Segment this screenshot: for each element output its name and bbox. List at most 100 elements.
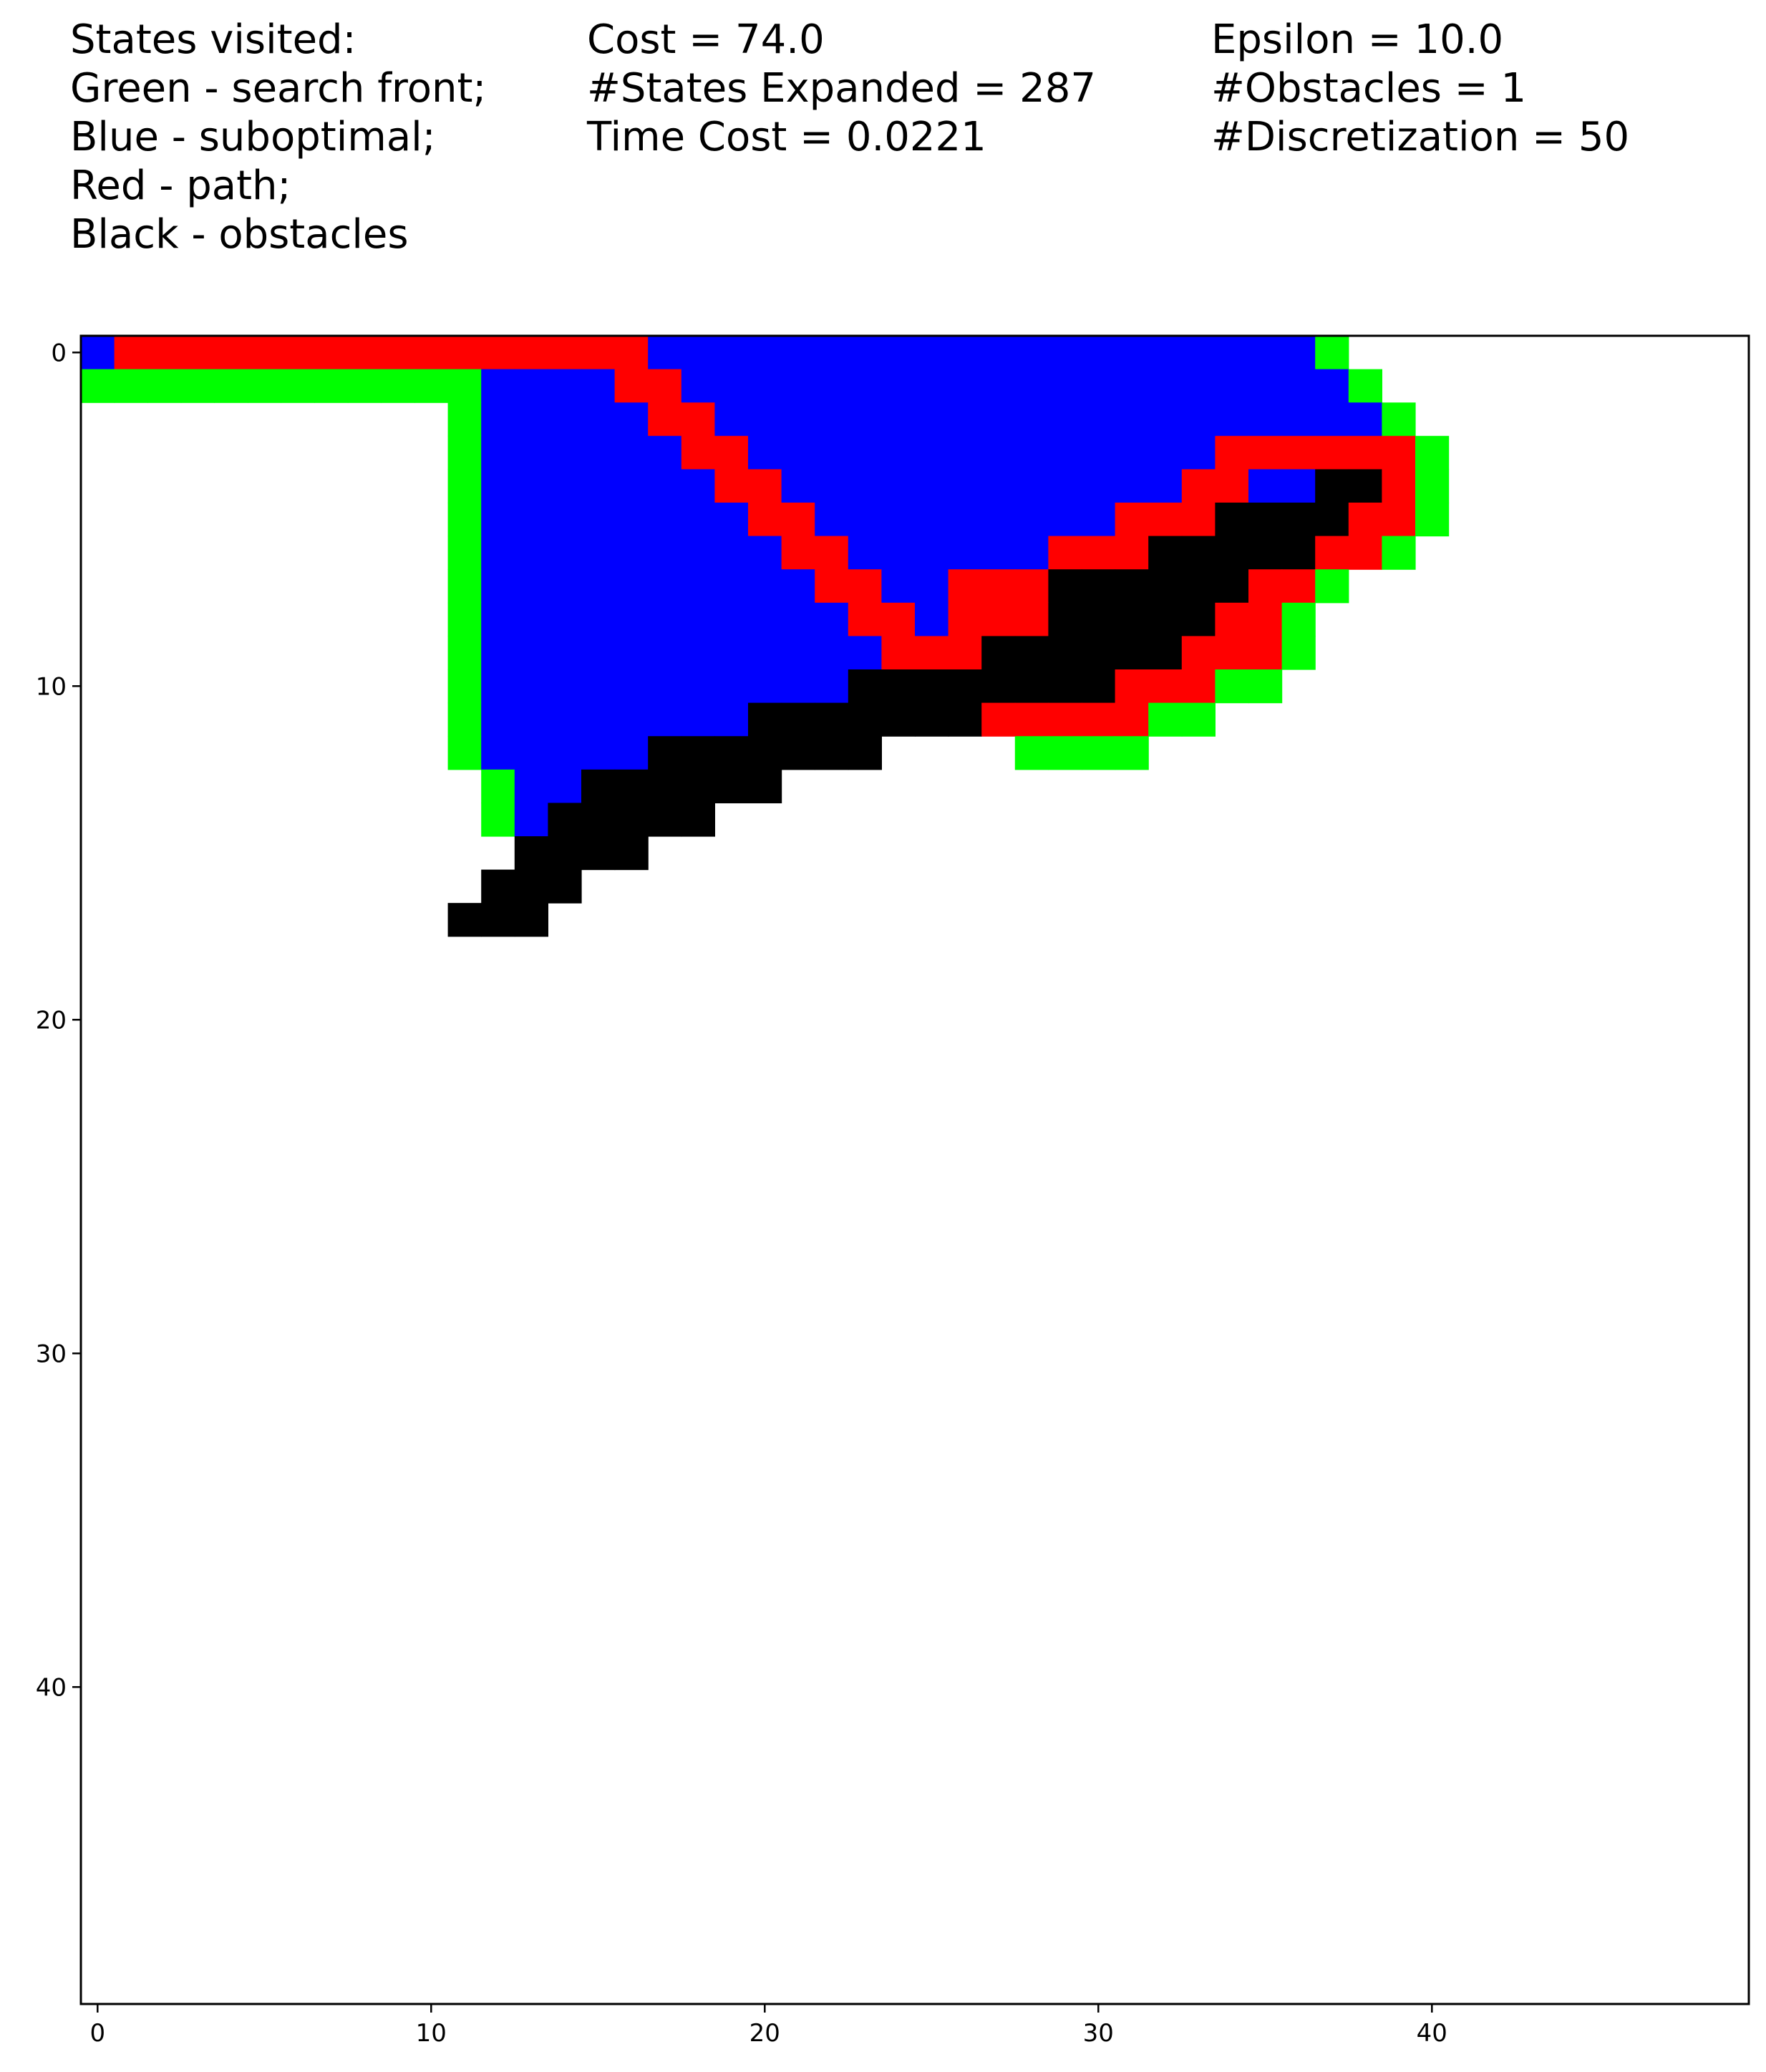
suboptimal-cell [548,536,582,570]
obstacle-cell [1315,503,1349,537]
suboptimal-cell [614,503,649,537]
obstacle-cell [881,702,916,737]
path-cell [1248,636,1283,670]
suboptimal-cell [881,402,916,437]
search-front-cell [1082,736,1116,770]
obstacle-cell [1014,669,1049,704]
search-front-cell [481,769,515,803]
path-cell [281,336,315,370]
suboptimal-cell [981,402,1016,437]
suboptimal-cell [1048,402,1082,437]
suboptimal-cell [1281,369,1316,403]
suboptimal-cell [614,569,649,604]
search-front-cell [1115,736,1149,770]
suboptimal-cell [1082,336,1116,370]
suboptimal-cell [614,536,649,570]
suboptimal-cell [614,402,649,437]
suboptimal-cell [714,636,749,670]
suboptimal-cell [481,669,515,704]
obstacle-cell [648,736,682,770]
obstacle-cell [815,736,849,770]
path-cell [1082,702,1116,737]
suboptimal-cell [1048,503,1082,537]
stat-line: Cost = 74.0 [587,16,825,63]
y-tick-label: 20 [36,1006,67,1035]
obstacle-cell [614,769,649,803]
search-front-cell [1415,503,1450,537]
obstacle-cell [981,669,1016,704]
path-cell [1082,536,1116,570]
suboptimal-cell [514,469,548,503]
suboptimal-cell [1281,336,1316,370]
suboptimal-cell [481,702,515,737]
x-tick-label: 0 [89,2019,105,2048]
path-cell [548,336,582,370]
path-cell [1215,602,1249,636]
suboptimal-cell [581,503,616,537]
suboptimal-cell [581,602,616,636]
suboptimal-cell [1048,369,1082,403]
suboptimal-cell [848,536,882,570]
suboptimal-cell [748,569,782,604]
suboptimal-cell [1014,402,1049,437]
search-front-cell [214,369,248,403]
search-front-cell [1415,435,1450,470]
suboptimal-cell [581,569,616,604]
path-cell [447,336,482,370]
legend-line: Red - path; [70,163,291,209]
stats-text-block: Cost = 74.0 #States Expanded = 287 Time … [587,16,1096,162]
suboptimal-cell [1014,369,1049,403]
suboptimal-cell [548,469,582,503]
suboptimal-cell [714,503,749,537]
suboptimal-cell [981,369,1016,403]
suboptimal-cell [881,503,916,537]
suboptimal-cell [681,336,715,370]
suboptimal-cell [481,435,515,470]
suboptimal-cell [1281,402,1316,437]
suboptimal-cell [681,569,715,604]
suboptimal-cell [514,669,548,704]
suboptimal-cell [648,503,682,537]
suboptimal-cell [481,602,515,636]
suboptimal-cell [614,435,649,470]
suboptimal-cell [548,736,582,770]
obstacle-cell [648,769,682,803]
suboptimal-cell [514,702,548,737]
suboptimal-cell [514,769,548,803]
suboptimal-cell [1115,469,1149,503]
suboptimal-cell [915,536,949,570]
suboptimal-cell [581,402,616,437]
suboptimal-cell [481,369,515,403]
suboptimal-cell [915,503,949,537]
path-cell [848,569,882,604]
suboptimal-cell [848,435,882,470]
path-cell [1048,536,1082,570]
suboptimal-cell [781,435,815,470]
path-cell [1148,503,1183,537]
suboptimal-cell [915,469,949,503]
obstacle-cell [1248,536,1283,570]
obstacle-cell [714,769,749,803]
path-cell [581,336,616,370]
suboptimal-cell [815,435,849,470]
path-cell [714,435,749,470]
suboptimal-cell [1014,536,1049,570]
obstacle-cell [1181,536,1216,570]
suboptimal-cell [648,469,682,503]
suboptimal-cell [1048,336,1082,370]
obstacle-cell [481,869,515,904]
search-front-cell [447,503,482,537]
suboptimal-cell [915,602,949,636]
obstacle-cell [1148,569,1183,604]
path-cell [648,369,682,403]
suboptimal-cell [948,536,982,570]
path-cell [714,469,749,503]
path-cell [781,503,815,537]
search-front-cell [180,369,215,403]
suboptimal-cell [848,469,882,503]
path-cell [748,503,782,537]
search-front-cell [447,435,482,470]
suboptimal-cell [948,369,982,403]
suboptimal-cell [1181,369,1216,403]
suboptimal-cell [581,736,616,770]
